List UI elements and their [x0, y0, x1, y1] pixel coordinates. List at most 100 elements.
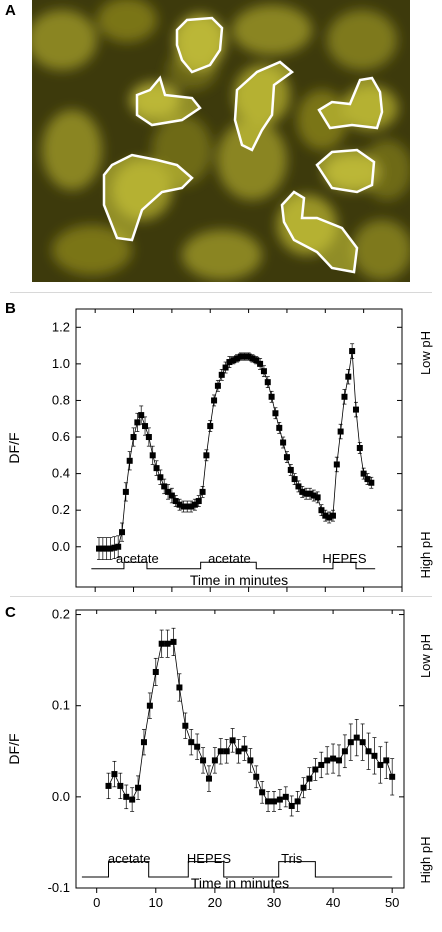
data-point [96, 545, 103, 552]
data-point [318, 761, 325, 768]
data-point [288, 802, 295, 809]
plot-frame [75, 308, 403, 588]
roi-outline [317, 76, 384, 130]
data-point [345, 373, 352, 380]
data-point [282, 793, 289, 800]
data-point [249, 355, 256, 362]
chart-c: -0.1 0.0 0.1 0.2 0 10 20 30 40 50 Time in minutes D… [6, 607, 433, 910]
y-tick-label: 0.2 [52, 607, 70, 622]
data-point [188, 739, 195, 746]
data-point [205, 775, 212, 782]
y-tick-label: 0.2 [52, 502, 70, 517]
data-point [377, 761, 384, 768]
data-point [184, 503, 191, 510]
data-point [337, 428, 344, 435]
data-point [149, 452, 156, 459]
roi-outline [280, 190, 359, 274]
data-point [214, 382, 221, 389]
data-point [283, 454, 290, 461]
data-point [115, 543, 122, 550]
data-point [306, 775, 313, 782]
data-point [365, 748, 372, 755]
data-point [335, 757, 342, 764]
high-ph-label: High pH [418, 532, 433, 579]
data-point [260, 368, 267, 375]
data-point [300, 784, 307, 791]
micrograph-image [27, 0, 412, 282]
data-point [368, 479, 375, 486]
x-tick-label: 40 [241, 594, 255, 595]
data-point [295, 483, 302, 490]
data-point [247, 757, 254, 764]
data-point [229, 737, 236, 744]
panel-label-a: A [5, 2, 16, 19]
panel-label-b: B [5, 300, 16, 317]
data-point [318, 507, 325, 514]
data-point [218, 371, 225, 378]
x-tick-label: 10 [149, 895, 163, 910]
data-point [161, 483, 168, 490]
data-point [230, 357, 237, 364]
data-point [272, 410, 279, 417]
data-point [299, 488, 306, 495]
data-point [105, 782, 112, 789]
stimulus-label: acetate [108, 851, 151, 866]
data-point [146, 702, 153, 709]
data-point [276, 424, 283, 431]
data-point [265, 798, 272, 805]
data-point [253, 357, 260, 364]
data-point [314, 494, 321, 501]
divider [10, 596, 432, 597]
data-point [191, 501, 198, 508]
data-point [341, 748, 348, 755]
data-point [135, 784, 142, 791]
data-point [389, 773, 396, 780]
data-point [103, 545, 110, 552]
data-point [241, 745, 248, 752]
stimulus-label: Tris [281, 851, 303, 866]
data-point [310, 492, 317, 499]
data-point [222, 364, 229, 371]
data-point [199, 488, 206, 495]
data-point [130, 434, 137, 441]
data-point [352, 406, 359, 413]
stimulus-label: HEPES [187, 851, 231, 866]
x-tick-label: 10 [126, 594, 140, 595]
x-tick-label: 40 [326, 895, 340, 910]
data-point [245, 353, 252, 360]
x-tick-label: 0 [92, 594, 99, 595]
data-point [276, 796, 283, 803]
y-tick-label: 1.2 [52, 319, 70, 334]
data-point [371, 752, 378, 759]
y-axis-label: DF/F [6, 432, 22, 463]
data-point [188, 503, 195, 510]
data-point [326, 514, 333, 521]
data-point [270, 798, 277, 805]
y-tick-label: 0.4 [52, 466, 70, 481]
data-point [217, 748, 224, 755]
data-point [303, 490, 310, 497]
data-point [172, 498, 179, 505]
data-point [341, 393, 348, 400]
stimulus-trace [81, 861, 393, 878]
high-ph-label: High pH [418, 837, 433, 884]
data-point [119, 529, 126, 536]
x-tick-label: 20 [208, 895, 222, 910]
stimulus-label: HEPES [322, 551, 366, 566]
data-point [264, 379, 271, 386]
data-point [207, 423, 214, 430]
x-tick-label: 60 [318, 594, 332, 595]
x-axis-label: Time in minutes [191, 875, 289, 891]
roi-outline [175, 16, 224, 74]
data-point [287, 466, 294, 473]
y-tick-label: 0.8 [52, 392, 70, 407]
data-point [324, 757, 331, 764]
data-point [122, 488, 129, 495]
data-point [253, 773, 260, 780]
roi-outline [135, 75, 202, 127]
chart-b: 0.0 0.2 0.4 0.6 0.8 1.0 1.2 0 10 20 30 40 50 60 70 80 Ti… [6, 308, 433, 595]
roi-outline [315, 148, 376, 194]
stimulus-label: acetate [116, 551, 159, 566]
data-point [165, 488, 172, 495]
data-point [330, 755, 337, 762]
